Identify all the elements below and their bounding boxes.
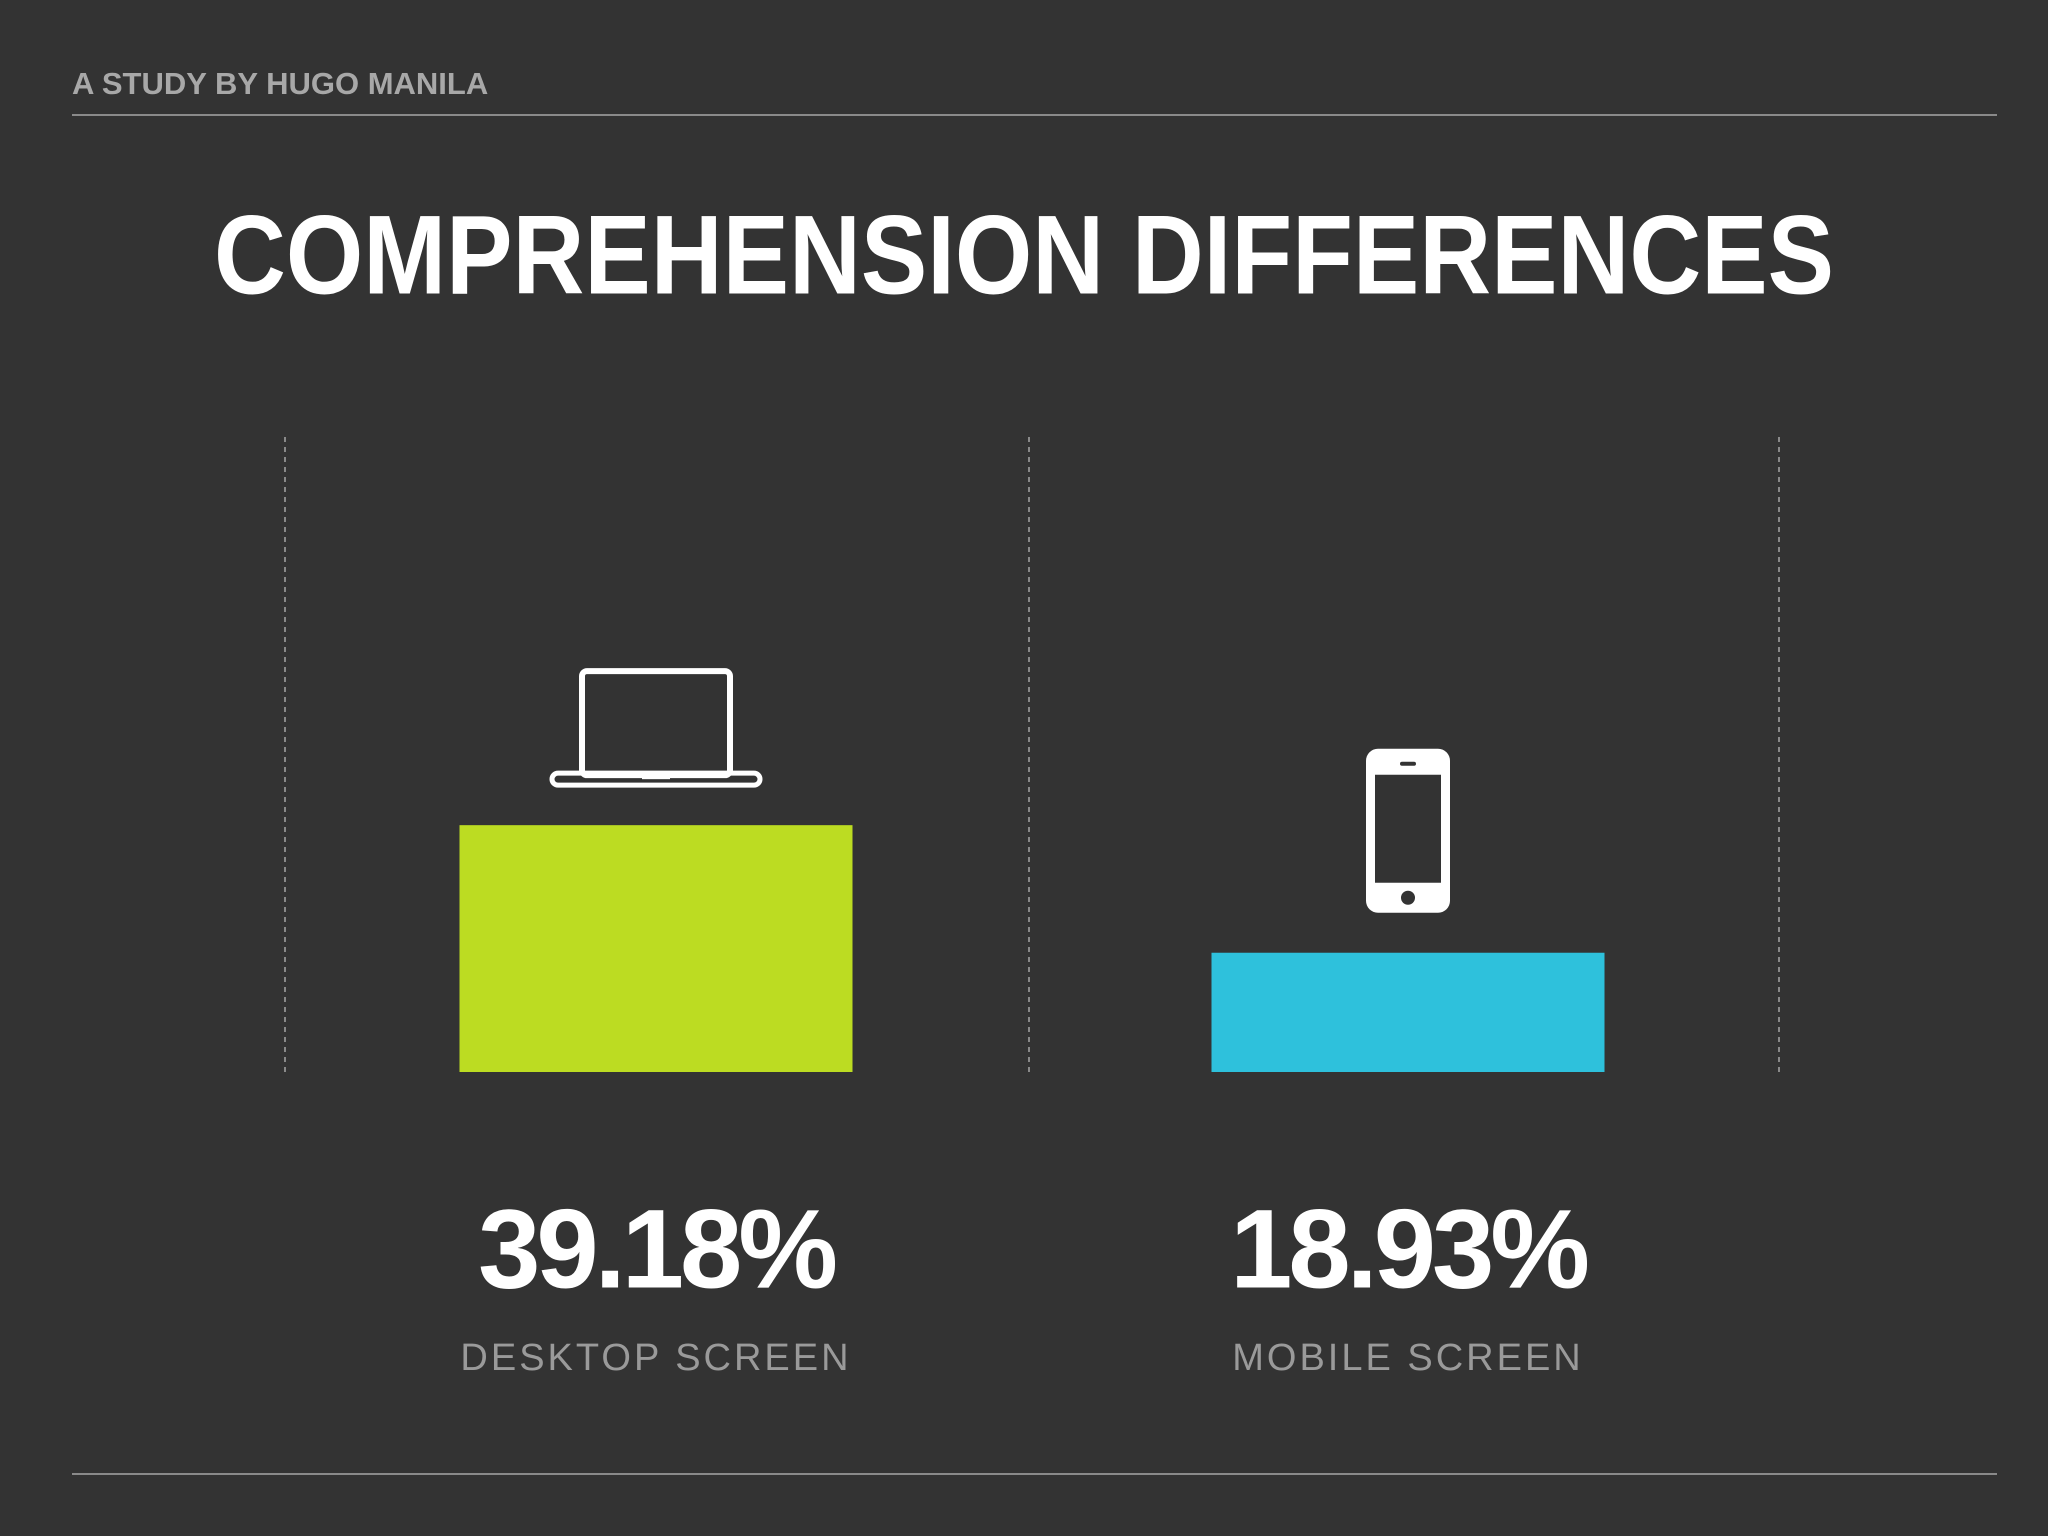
- laptop-base: [549, 770, 763, 788]
- phone-button: [1401, 890, 1415, 905]
- phone-screen: [1375, 774, 1441, 883]
- phone-speaker: [1400, 761, 1416, 766]
- laptop-notch: [642, 775, 670, 780]
- bar: [1211, 952, 1605, 1072]
- laptop-icon: [549, 668, 763, 788]
- value-label: 18.93%: [1230, 1187, 1587, 1312]
- category-label: MOBILE SCREEN: [1232, 1337, 1584, 1379]
- chart-title: COMPREHENSION DIFFERENCES: [214, 193, 1834, 318]
- chart-subtitle: A STUDY BY HUGO MANILA: [72, 66, 488, 101]
- bar: [459, 825, 853, 1072]
- phone-icon: [1366, 748, 1450, 913]
- value-label: 39.18%: [478, 1187, 835, 1312]
- category-label: DESKTOP SCREEN: [460, 1337, 851, 1379]
